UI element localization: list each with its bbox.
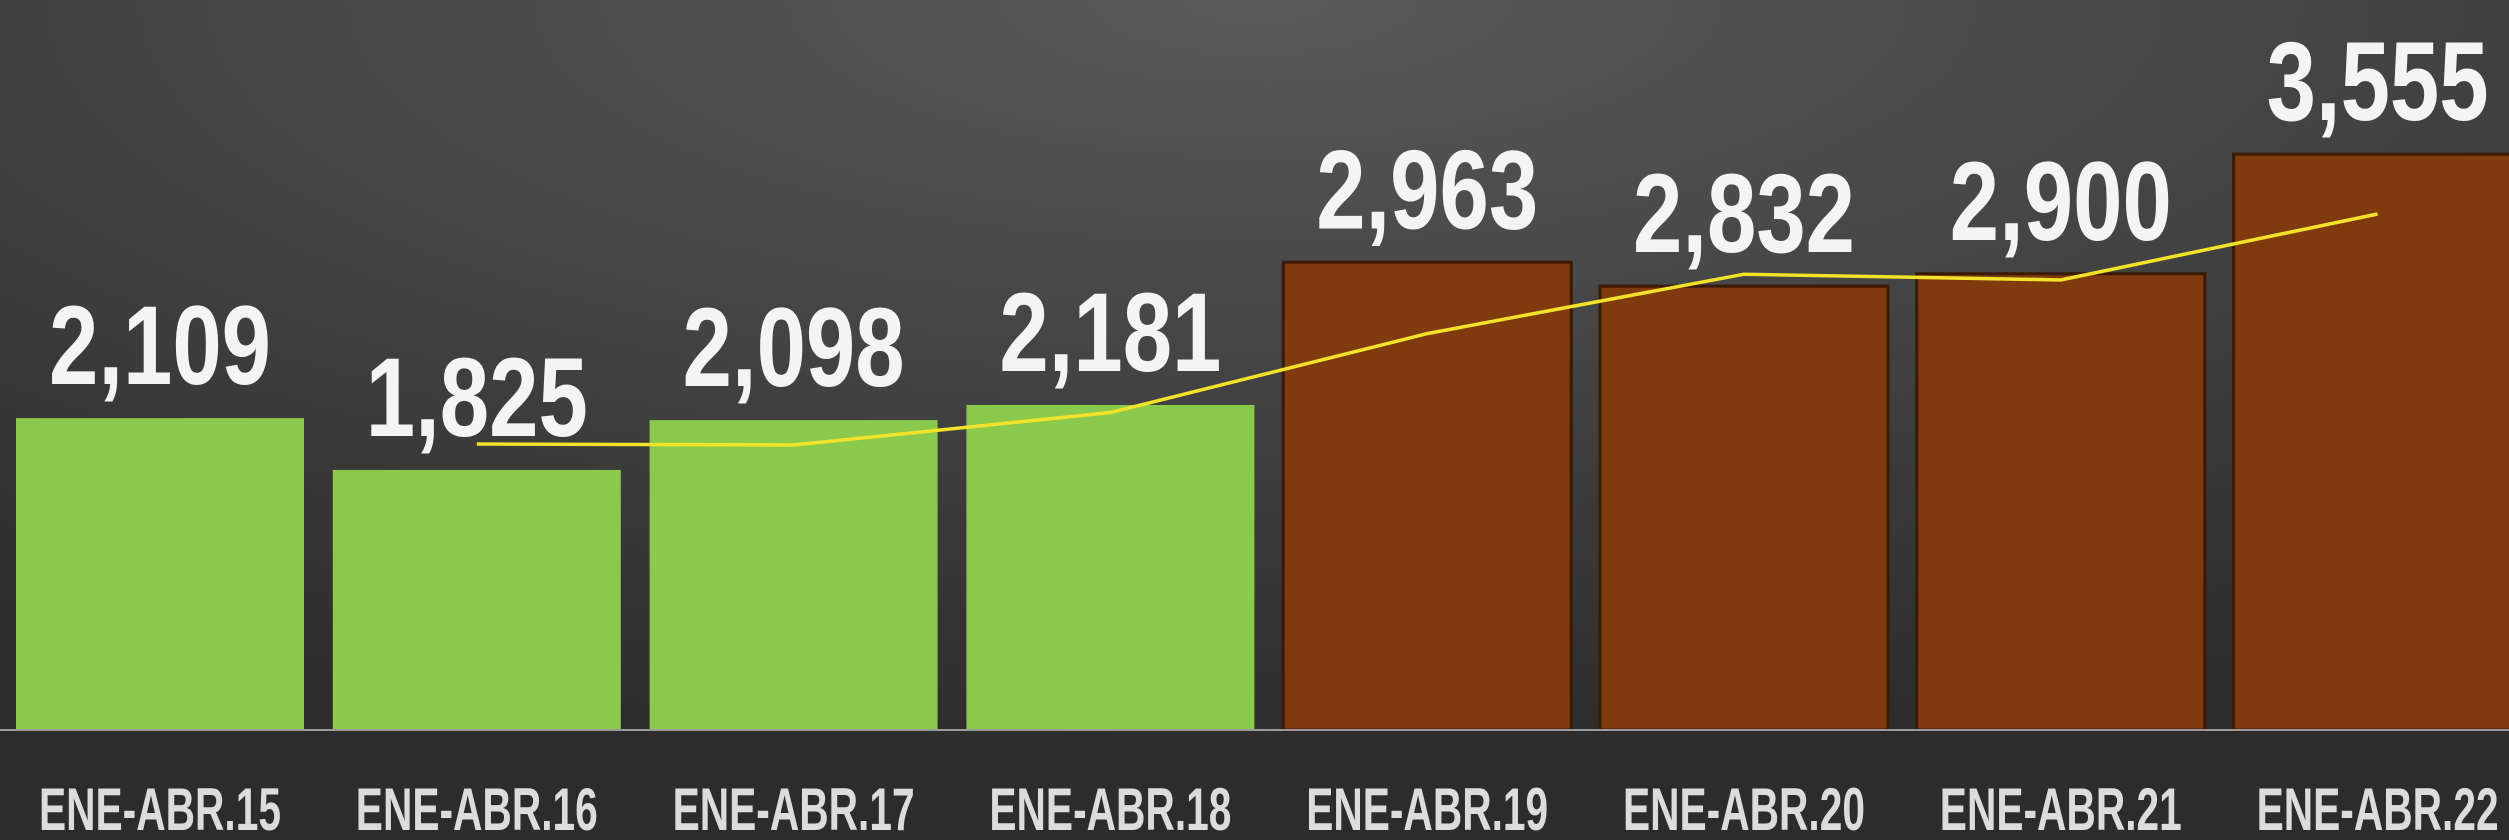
bar [1915, 272, 2207, 732]
value-label: 2,181 [999, 270, 1221, 395]
bar [16, 418, 304, 730]
trend-line [476, 212, 2378, 447]
bar [1281, 260, 1573, 732]
x-tick-label: ENE-ABR.20 [1623, 776, 1865, 840]
x-tick-label: ENE-ABR.22 [2257, 776, 2499, 840]
bar [2232, 152, 2509, 732]
x-tick-label: ENE-ABR.15 [39, 776, 281, 840]
bar [1598, 284, 1890, 732]
bar [966, 404, 1255, 730]
bar [649, 420, 938, 730]
x-tick-label: ENE-ABR.18 [989, 776, 1231, 840]
value-label: 2,832 [1633, 151, 1855, 276]
x-tick-label: ENE-ABR.19 [1306, 776, 1548, 840]
value-label: 2,109 [49, 283, 271, 408]
value-label: 2,963 [1316, 127, 1538, 252]
x-tick-label: ENE-ABR.21 [1940, 776, 2182, 840]
value-label: 1,825 [366, 335, 588, 460]
value-label: 2,900 [1950, 139, 2172, 264]
x-tick-label: ENE-ABR.17 [673, 776, 915, 840]
value-label: 2,098 [683, 285, 905, 410]
bar [332, 469, 621, 730]
x-tick-label: ENE-ABR.16 [356, 776, 598, 840]
value-label: 3,555 [2267, 19, 2489, 144]
